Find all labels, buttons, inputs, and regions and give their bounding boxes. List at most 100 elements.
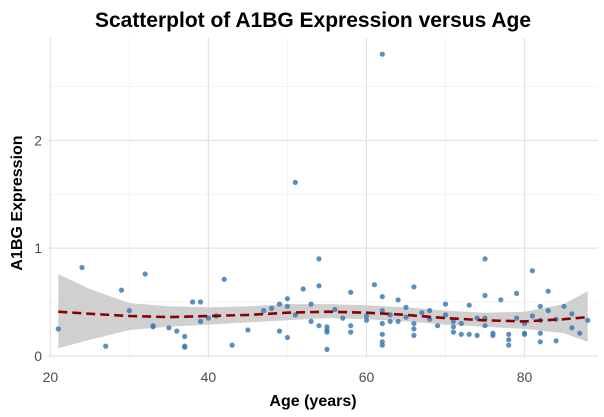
data-point — [403, 314, 409, 320]
data-point — [442, 312, 449, 318]
data-point — [118, 287, 125, 293]
data-point — [316, 283, 322, 289]
data-point — [269, 305, 275, 311]
y-tick-label: 0 — [34, 348, 42, 364]
data-point — [482, 292, 488, 299]
data-point — [166, 325, 172, 331]
data-point — [245, 327, 251, 333]
data-point — [450, 329, 456, 335]
y-tick-label: 1 — [34, 240, 42, 256]
data-point — [190, 299, 196, 305]
data-point — [348, 329, 354, 335]
x-tick-label: 20 — [43, 369, 59, 385]
data-point — [537, 330, 543, 336]
data-point — [284, 334, 290, 341]
data-point — [308, 318, 314, 324]
data-point — [450, 318, 456, 324]
data-point — [197, 299, 204, 305]
data-point — [442, 301, 449, 307]
data-point — [316, 256, 322, 262]
data-point — [292, 179, 298, 185]
y-tick-label: 2 — [34, 132, 42, 148]
data-point — [537, 339, 543, 345]
data-point — [379, 320, 385, 327]
data-point — [324, 346, 330, 352]
data-point — [506, 331, 512, 337]
data-point — [363, 313, 370, 319]
data-point — [221, 276, 227, 282]
x-tick-label: 60 — [359, 369, 375, 385]
smooth-trend-line — [58, 310, 588, 323]
data-point — [498, 297, 504, 303]
data-point — [435, 323, 441, 329]
smooth-line-group — [58, 310, 588, 323]
data-point — [577, 330, 583, 336]
x-axis-title: Age (years) — [269, 393, 356, 410]
data-point — [561, 303, 567, 309]
data-point — [371, 282, 377, 288]
chart-title: Scatterplot of A1BG Expression versus Ag… — [95, 9, 531, 32]
data-point — [466, 331, 472, 337]
data-point — [229, 342, 235, 348]
data-point — [482, 256, 488, 262]
tick-labels: 20 40 60 80 0 1 2 — [34, 132, 532, 385]
data-point — [182, 344, 188, 350]
data-point — [427, 308, 433, 314]
data-point — [316, 323, 322, 329]
data-point — [276, 328, 283, 334]
data-point — [379, 308, 385, 314]
data-point — [340, 315, 346, 321]
data-point — [103, 343, 109, 349]
data-point — [466, 302, 472, 308]
x-tick-label: 80 — [517, 369, 533, 385]
data-point — [379, 294, 385, 300]
data-point — [387, 318, 393, 324]
data-point — [529, 313, 536, 319]
data-point — [182, 333, 188, 340]
data-point — [545, 308, 551, 314]
data-point — [379, 342, 385, 348]
y-axis-title: A1BG Expression — [9, 135, 26, 270]
confidence-band-group — [58, 274, 588, 349]
data-point — [126, 308, 132, 314]
data-point — [332, 306, 338, 313]
data-point — [276, 301, 283, 307]
data-point — [458, 320, 464, 327]
data-point — [379, 51, 385, 57]
data-point — [490, 332, 496, 338]
data-point — [514, 290, 520, 296]
data-point — [506, 337, 512, 343]
data-point — [363, 317, 370, 323]
data-point — [324, 327, 330, 333]
data-point — [569, 311, 575, 317]
data-point — [150, 324, 156, 330]
data-point — [514, 315, 520, 321]
data-point — [348, 289, 354, 295]
data-point — [521, 331, 528, 337]
data-point — [300, 286, 306, 292]
data-point — [197, 318, 204, 324]
data-point — [529, 268, 536, 274]
confidence-band — [58, 274, 588, 349]
data-point — [419, 310, 425, 316]
data-point — [411, 284, 417, 290]
data-point — [395, 318, 401, 324]
data-point — [261, 308, 267, 314]
data-point — [284, 303, 290, 309]
data-point — [474, 332, 480, 338]
data-point — [411, 326, 417, 332]
data-point — [585, 317, 591, 323]
data-point — [403, 304, 409, 310]
data-point — [569, 325, 575, 331]
data-point — [482, 323, 488, 329]
data-point — [174, 328, 180, 334]
data-point — [411, 320, 417, 327]
data-point — [284, 296, 290, 302]
data-point — [450, 324, 456, 330]
data-point — [142, 271, 148, 277]
data-point — [379, 331, 385, 337]
data-point — [458, 331, 464, 337]
data-point — [348, 323, 354, 329]
data-point — [395, 297, 401, 303]
